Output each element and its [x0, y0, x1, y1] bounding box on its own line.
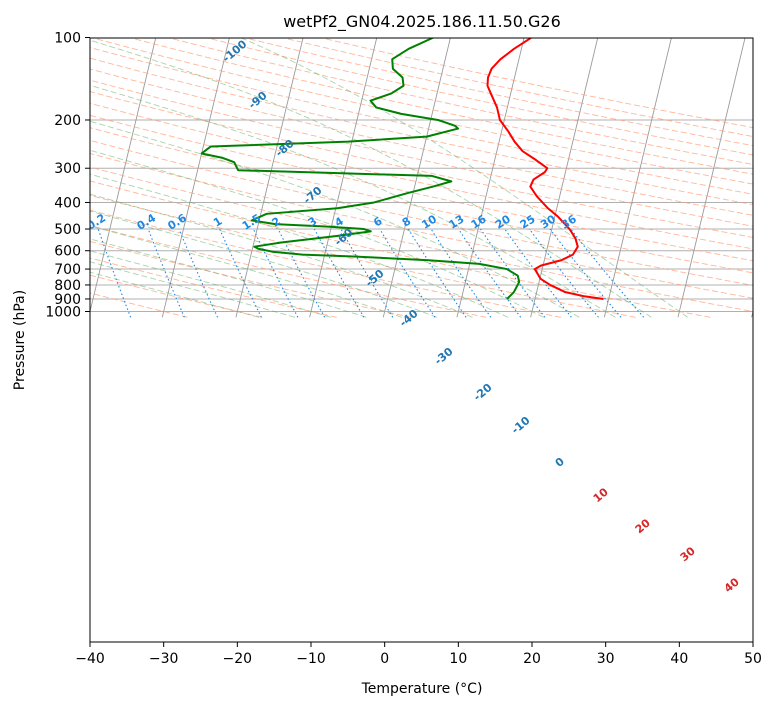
mixing-ratio-line: [97, 228, 132, 318]
dewpoint-profile-line: [200, 38, 521, 300]
dry-adiabat: [90, 139, 753, 286]
moist-adiabat: [90, 149, 544, 318]
dry-adiabat: [90, 47, 753, 195]
mixing-ratio-line: [340, 228, 394, 318]
isotherm-gridline: [161, 38, 230, 318]
dry-adiabat: [129, 38, 753, 175]
y-axis-label: Pressure (hPa): [12, 290, 28, 390]
y-tick-label: 600: [54, 244, 81, 260]
moist-adiabat: [90, 238, 367, 318]
dry-adiabat: [90, 114, 753, 262]
x-tick-label: 30: [597, 651, 615, 667]
isotherm-gridline: [90, 38, 157, 314]
y-tick-label: 500: [54, 222, 81, 238]
y-tick-label: 800: [54, 278, 81, 294]
mixing-ratio-line: [379, 228, 436, 318]
moist-adiabat: [90, 261, 296, 318]
x-tick-label: 50: [744, 651, 762, 667]
isotherm-gridline: [456, 38, 525, 318]
y-tick-label: 1000: [45, 305, 81, 321]
x-tick-label: −10: [296, 651, 326, 667]
dry-adiabat: [90, 274, 263, 318]
dry-adiabat: [90, 57, 753, 206]
isotherm-gridline: [603, 38, 672, 318]
moist-adiabat: [90, 210, 438, 318]
dry-adiabat: [90, 68, 753, 216]
mixing-ratio-line: [457, 228, 522, 318]
mixing-ratio-line: [549, 228, 622, 318]
y-tick-label: 100: [54, 31, 81, 47]
moist-adiabat: [90, 271, 259, 318]
dry-adiabat: [167, 38, 753, 165]
y-tick-label: 400: [54, 195, 81, 211]
x-tick-label: 20: [523, 651, 541, 667]
dry-adiabat: [90, 240, 412, 318]
x-tick-label: 40: [670, 651, 688, 667]
isotherm-gridline: [309, 38, 378, 318]
mixing-ratio-line: [277, 228, 326, 318]
dry-adiabat: [90, 127, 753, 274]
isotherm-gridline: [382, 38, 451, 318]
dry-adiabat: [90, 91, 753, 238]
mixing-ratio-line: [407, 228, 467, 318]
sounding-series: [200, 38, 604, 300]
mixing-ratio-line: [313, 228, 365, 318]
dry-adiabat: [90, 102, 753, 250]
x-tick-label: −40: [75, 651, 105, 667]
dry-adiabat: [90, 180, 711, 318]
x-tick-label: 10: [449, 651, 467, 667]
chart-title: wetPf2_GN04.2025.186.11.50.G26: [283, 12, 561, 32]
dry-adiabat: [90, 225, 487, 318]
x-axis-label: Temperature (°C): [361, 681, 483, 697]
isotherm-gridline: [677, 38, 746, 318]
moist-adiabat: [240, 38, 689, 318]
isotherm-gridlines: [90, 38, 753, 318]
mixing-ratio-line: [219, 228, 262, 318]
x-tick-label: 0: [380, 651, 389, 667]
temperature-profile-line: [486, 38, 604, 300]
dry-adiabats: [90, 38, 753, 318]
x-axis-ticks: −40 −30 −20 −10 0 10 20 30 40 50: [75, 642, 762, 667]
dry-adiabat: [90, 209, 562, 318]
isotherm-gridline: [235, 38, 304, 318]
dry-adiabat: [90, 153, 753, 299]
x-tick-label: −20: [223, 651, 253, 667]
x-tick-label: −30: [149, 651, 179, 667]
moist-adiabat: [90, 173, 509, 318]
dry-adiabat: [90, 194, 636, 318]
y-tick-label: 300: [54, 161, 81, 177]
y-tick-label: 900: [54, 292, 81, 308]
plot-frame: [89, 37, 754, 643]
mixing-ratio-line: [480, 228, 546, 318]
dry-adiabat: [90, 166, 753, 312]
y-tick-label: 200: [54, 113, 81, 129]
mixing-ratio-line: [430, 228, 492, 318]
mixing-ratio-line: [570, 228, 645, 318]
moist-adiabat: [90, 120, 580, 318]
y-tick-label: 700: [54, 262, 81, 278]
mixing-ratio-lines: [97, 228, 645, 318]
